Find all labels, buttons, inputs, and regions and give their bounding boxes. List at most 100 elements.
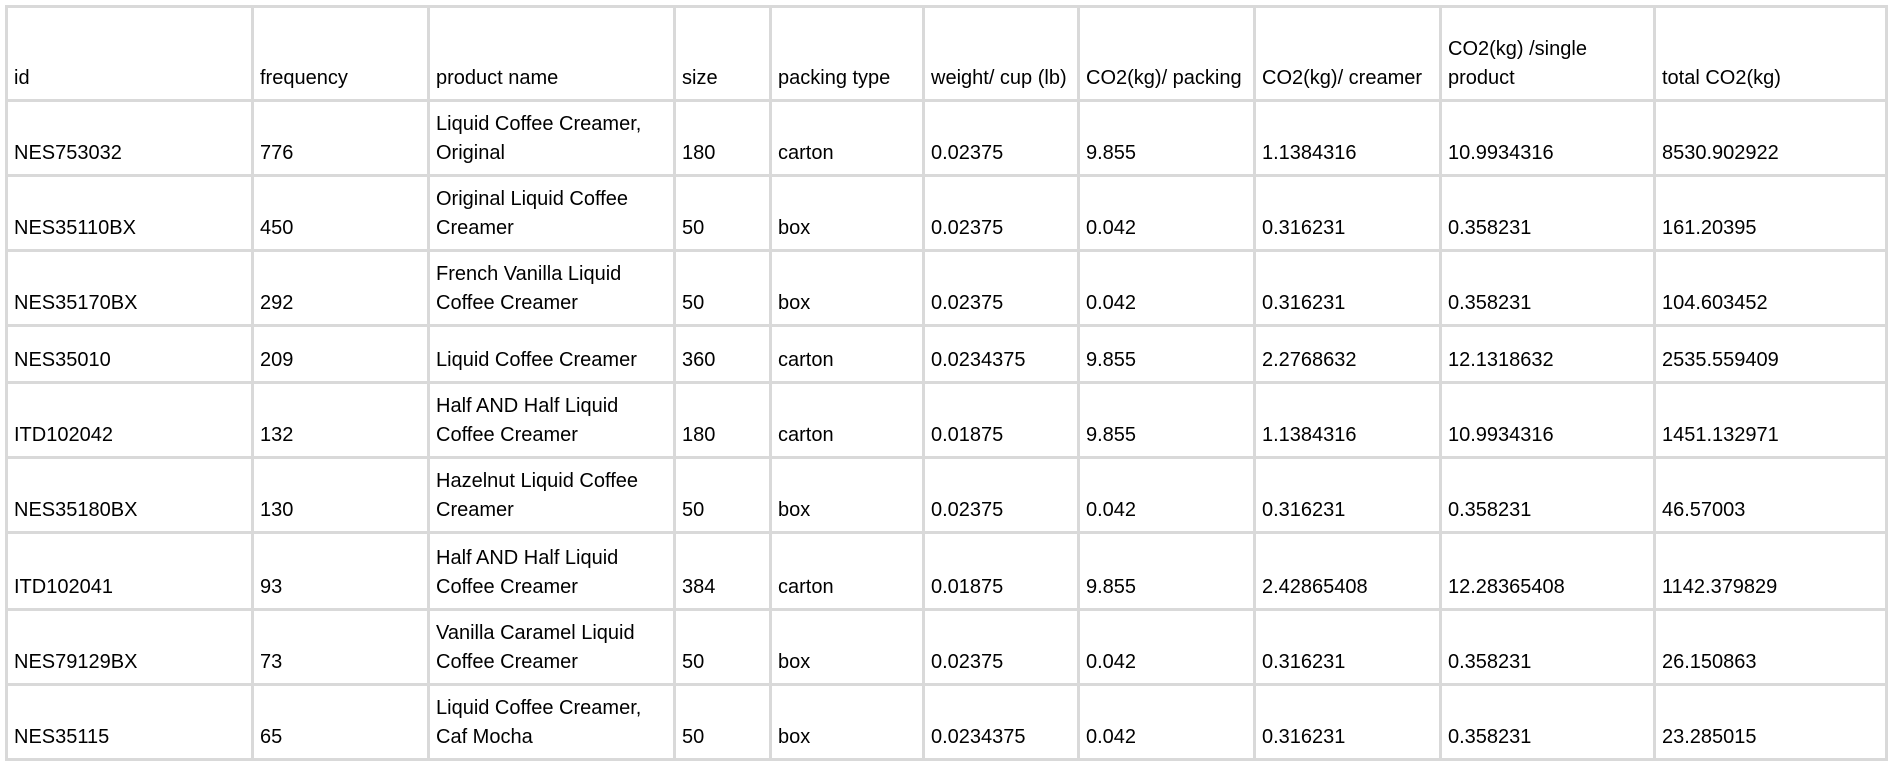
table-cell[interactable]: 1451.132971 xyxy=(1653,381,1888,459)
table-cell[interactable]: 0.358231 xyxy=(1439,456,1656,534)
table-cell[interactable]: 73 xyxy=(251,608,430,686)
table-cell[interactable]: 132 xyxy=(251,381,430,459)
table-cell[interactable]: 0.02375 xyxy=(922,608,1080,686)
table-cell[interactable]: 0.01875 xyxy=(922,381,1080,459)
table-cell[interactable]: 0.358231 xyxy=(1439,608,1656,686)
table-cell[interactable]: 1.1384316 xyxy=(1253,381,1442,459)
table-cell[interactable]: 2535.559409 xyxy=(1653,324,1888,384)
table-cell[interactable]: 46.57003 xyxy=(1653,456,1888,534)
column-header[interactable]: packing type xyxy=(769,5,925,102)
table-cell[interactable]: box xyxy=(769,174,925,252)
table-cell[interactable]: carton xyxy=(769,381,925,459)
table-cell[interactable]: 50 xyxy=(673,683,772,761)
column-header[interactable]: total CO2(kg) xyxy=(1653,5,1888,102)
table-cell[interactable]: 0.316231 xyxy=(1253,683,1442,761)
table-cell[interactable]: 2.42865408 xyxy=(1253,531,1442,611)
table-cell[interactable]: box xyxy=(769,249,925,327)
column-header[interactable]: size xyxy=(673,5,772,102)
table-cell[interactable]: Hazelnut Liquid Coffee Creamer xyxy=(427,456,676,534)
table-cell[interactable]: 161.20395 xyxy=(1653,174,1888,252)
table-cell[interactable]: 8530.902922 xyxy=(1653,99,1888,177)
table-cell[interactable]: carton xyxy=(769,324,925,384)
table-cell[interactable]: 12.1318632 xyxy=(1439,324,1656,384)
table-cell[interactable]: Liquid Coffee Creamer xyxy=(427,324,676,384)
table-cell[interactable]: 0.316231 xyxy=(1253,249,1442,327)
column-header[interactable]: id xyxy=(5,5,254,102)
table-cell[interactable]: NES35170BX xyxy=(5,249,254,327)
table-cell[interactable]: Liquid Coffee Creamer, Original xyxy=(427,99,676,177)
table-cell[interactable]: 0.042 xyxy=(1077,683,1256,761)
table-cell[interactable]: 0.02375 xyxy=(922,99,1080,177)
table-cell[interactable]: 1142.379829 xyxy=(1653,531,1888,611)
table-cell[interactable]: 0.02375 xyxy=(922,456,1080,534)
table-cell[interactable]: 0.042 xyxy=(1077,608,1256,686)
table-cell[interactable]: NES35115 xyxy=(5,683,254,761)
table-cell[interactable]: 0.358231 xyxy=(1439,683,1656,761)
table-cell[interactable]: 0.316231 xyxy=(1253,174,1442,252)
table-cell[interactable]: 23.285015 xyxy=(1653,683,1888,761)
table-cell[interactable]: 0.01875 xyxy=(922,531,1080,611)
table-cell[interactable]: 0.316231 xyxy=(1253,456,1442,534)
table-cell[interactable]: 2.2768632 xyxy=(1253,324,1442,384)
table-cell[interactable]: 180 xyxy=(673,99,772,177)
table-cell[interactable]: 50 xyxy=(673,608,772,686)
table-cell[interactable]: carton xyxy=(769,531,925,611)
table-cell[interactable]: 1.1384316 xyxy=(1253,99,1442,177)
column-header[interactable]: weight/ cup (lb) xyxy=(922,5,1080,102)
table-cell[interactable]: 9.855 xyxy=(1077,324,1256,384)
table-cell[interactable]: 10.9934316 xyxy=(1439,381,1656,459)
table-cell[interactable]: 0.316231 xyxy=(1253,608,1442,686)
table-cell[interactable]: 384 xyxy=(673,531,772,611)
table-cell[interactable]: 0.02375 xyxy=(922,174,1080,252)
table-cell[interactable]: ITD102041 xyxy=(5,531,254,611)
column-header[interactable]: CO2(kg)/ packing xyxy=(1077,5,1256,102)
table-cell[interactable]: 26.150863 xyxy=(1653,608,1888,686)
table-cell[interactable]: NES35110BX xyxy=(5,174,254,252)
table-cell[interactable]: 65 xyxy=(251,683,430,761)
table-cell[interactable]: 0.042 xyxy=(1077,456,1256,534)
table-cell[interactable]: box xyxy=(769,683,925,761)
table-cell[interactable]: 360 xyxy=(673,324,772,384)
table-cell[interactable]: 0.02375 xyxy=(922,249,1080,327)
table-cell[interactable]: 0.358231 xyxy=(1439,174,1656,252)
table-cell[interactable]: Half AND Half Liquid Coffee Creamer xyxy=(427,531,676,611)
table-cell[interactable]: 776 xyxy=(251,99,430,177)
table-cell[interactable]: 9.855 xyxy=(1077,531,1256,611)
table-cell[interactable]: 0.042 xyxy=(1077,249,1256,327)
column-header[interactable]: product name xyxy=(427,5,676,102)
column-header[interactable]: frequency xyxy=(251,5,430,102)
table-cell[interactable]: 104.603452 xyxy=(1653,249,1888,327)
table-cell[interactable]: ITD102042 xyxy=(5,381,254,459)
table-cell[interactable]: 50 xyxy=(673,174,772,252)
table-cell[interactable]: 130 xyxy=(251,456,430,534)
table-cell[interactable]: 0.358231 xyxy=(1439,249,1656,327)
table-cell[interactable]: 10.9934316 xyxy=(1439,99,1656,177)
column-header[interactable]: CO2(kg) /single product xyxy=(1439,5,1656,102)
table-cell[interactable]: NES753032 xyxy=(5,99,254,177)
table-cell[interactable]: 93 xyxy=(251,531,430,611)
table-cell[interactable]: 0.042 xyxy=(1077,174,1256,252)
table-cell[interactable]: 50 xyxy=(673,456,772,534)
table-cell[interactable]: French Vanilla Liquid Coffee Creamer xyxy=(427,249,676,327)
table-cell[interactable]: 9.855 xyxy=(1077,99,1256,177)
table-cell[interactable]: 180 xyxy=(673,381,772,459)
table-cell[interactable]: 209 xyxy=(251,324,430,384)
table-cell[interactable]: Half AND Half Liquid Coffee Creamer xyxy=(427,381,676,459)
table-cell[interactable]: 9.855 xyxy=(1077,381,1256,459)
table-cell[interactable]: NES79129BX xyxy=(5,608,254,686)
table-cell[interactable]: 50 xyxy=(673,249,772,327)
table-cell[interactable]: 450 xyxy=(251,174,430,252)
table-cell[interactable]: Liquid Coffee Creamer, Caf Mocha xyxy=(427,683,676,761)
table-cell[interactable]: 12.28365408 xyxy=(1439,531,1656,611)
table-cell[interactable]: carton xyxy=(769,99,925,177)
column-header[interactable]: CO2(kg)/ creamer xyxy=(1253,5,1442,102)
table-cell[interactable]: Vanilla Caramel Liquid Coffee Creamer xyxy=(427,608,676,686)
table-cell[interactable]: NES35010 xyxy=(5,324,254,384)
table-cell[interactable]: Original Liquid Coffee Creamer xyxy=(427,174,676,252)
table-cell[interactable]: 292 xyxy=(251,249,430,327)
table-cell[interactable]: 0.0234375 xyxy=(922,683,1080,761)
table-cell[interactable]: box xyxy=(769,456,925,534)
table-cell[interactable]: 0.0234375 xyxy=(922,324,1080,384)
table-cell[interactable]: box xyxy=(769,608,925,686)
table-cell[interactable]: NES35180BX xyxy=(5,456,254,534)
